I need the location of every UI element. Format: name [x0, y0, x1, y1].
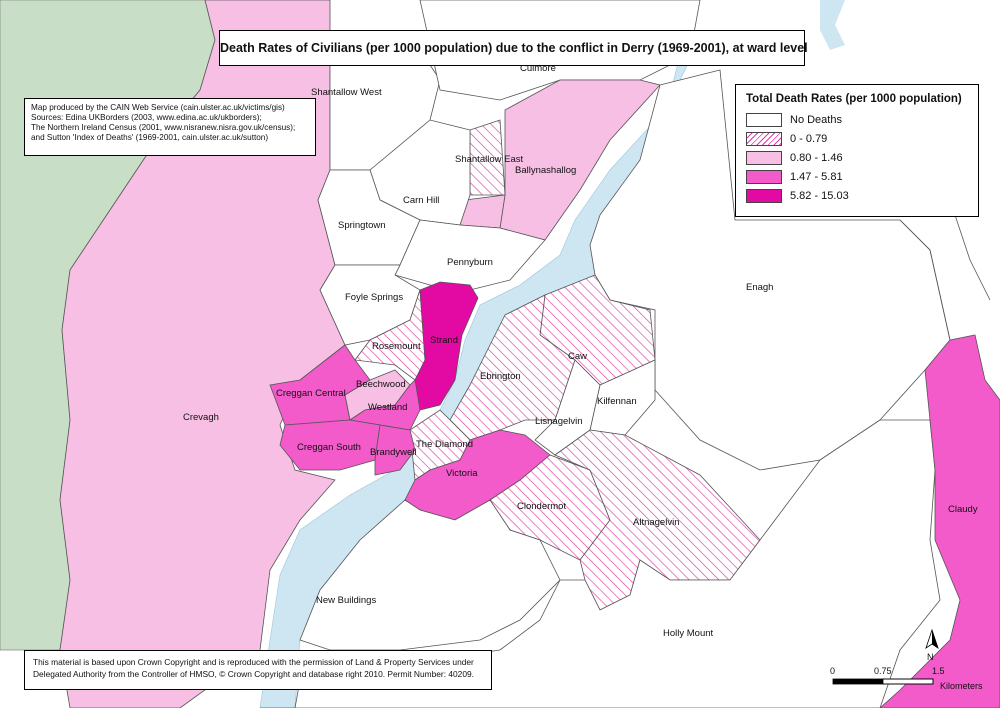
legend-label: 0.80 - 1.46 — [790, 151, 843, 164]
label-pennyburn: Pennyburn — [447, 257, 493, 268]
label-caw: Caw — [568, 351, 587, 362]
label-shantallow-east: Shantallow East — [455, 154, 523, 165]
source-line: and Sutton 'Index of Deaths' (1969-2001,… — [31, 133, 269, 142]
scale-tick-2: 1.5 — [932, 666, 945, 676]
label-the-diamond: The Diamond — [416, 439, 473, 450]
label-holly-mount: Holly Mount — [663, 628, 714, 639]
label-springtown: Springtown — [338, 220, 386, 231]
sources-box: Map produced by the CAIN Web Service (ca… — [24, 98, 316, 156]
ward-ebrington — [449, 294, 576, 441]
source-line: The Northern Ireland Census (2001, www.n… — [31, 123, 296, 132]
legend-label: No Deaths — [790, 113, 842, 126]
legend-swatch-0-079 — [746, 131, 782, 146]
label-ebrington: Ebrington — [480, 371, 521, 382]
legend-swatch-582-1503 — [746, 188, 782, 203]
legend-label: 1.47 - 5.81 — [790, 170, 843, 183]
label-westland: Westland — [368, 402, 407, 413]
legend-label: 5.82 - 15.03 — [790, 189, 849, 202]
label-enagh: Enagh — [746, 282, 773, 293]
label-carn-hill: Carn Hill — [403, 195, 439, 206]
label-claudy: Claudy — [948, 504, 978, 515]
label-clondermot: Clondermot — [517, 501, 566, 512]
label-altnagelvin: Altnagelvin — [633, 517, 679, 528]
copyright-line: Delegated Authority from the Controller … — [33, 669, 474, 679]
scale-bar: 0 0.75 1.5 Kilometers — [830, 666, 983, 691]
label-shantallow-west: Shantallow West — [311, 87, 382, 98]
legend-item: 0 - 0.79 — [746, 129, 968, 148]
scale-tick-0: 0 — [830, 666, 835, 676]
scale-unit: Kilometers — [940, 681, 983, 691]
label-foyle-springs: Foyle Springs — [345, 292, 403, 303]
label-brandywell: Brandywell — [370, 447, 416, 458]
legend-swatch-080-146 — [746, 150, 782, 165]
copyright-line: This material is based upon Crown Copyri… — [33, 657, 474, 667]
outer-boundary-line — [899, 219, 951, 341]
source-line: Map produced by the CAIN Web Service (ca… — [31, 103, 285, 112]
legend-item: 0.80 - 1.46 — [746, 148, 968, 167]
label-crevagh: Crevagh — [183, 412, 219, 423]
label-rosemount: Rosemount — [372, 341, 421, 352]
north-arrow-icon: N — [925, 628, 939, 662]
legend-item: 5.82 - 15.03 — [746, 186, 968, 205]
legend: Total Death Rates (per 1000 population) … — [735, 84, 979, 217]
label-creggan-south: Creggan South — [297, 442, 361, 453]
ward-creggan-south — [279, 419, 381, 471]
scale-tick-1: 0.75 — [874, 666, 892, 676]
map-title: Death Rates of Civilians (per 1000 popul… — [219, 30, 808, 66]
legend-label: 0 - 0.79 — [790, 132, 828, 145]
north-label: N — [927, 652, 934, 662]
label-ballynashallog: Ballynashallog — [515, 165, 576, 176]
ward-new-buildings — [299, 499, 561, 651]
copyright-box: This material is based upon Crown Copyri… — [24, 650, 492, 690]
legend-item: 1.47 - 5.81 — [746, 167, 968, 186]
label-victoria: Victoria — [446, 468, 478, 479]
ward-brandywell — [374, 424, 416, 476]
legend-swatch-147-581 — [746, 169, 782, 184]
ward-claudy — [879, 334, 1000, 708]
legend-title: Total Death Rates (per 1000 population) — [746, 93, 962, 105]
label-kilfennan: Kilfennan — [597, 396, 637, 407]
river-north — [820, 0, 845, 50]
label-creggan-central: Creggan Central — [276, 388, 346, 399]
label-beechwood: Beechwood — [356, 379, 406, 390]
label-culmore: Culmore — [520, 63, 556, 74]
label-new-buildings: New Buildings — [316, 595, 376, 606]
source-line: Sources: Edina UKBorders (2003, www.edin… — [31, 113, 262, 122]
ward-strand — [414, 281, 479, 411]
label-strand: Strand — [430, 335, 458, 346]
legend-swatch-no-deaths — [746, 112, 782, 127]
label-lisnagelvin: Lisnagelvin — [535, 416, 583, 427]
legend-item: No Deaths — [746, 110, 968, 129]
